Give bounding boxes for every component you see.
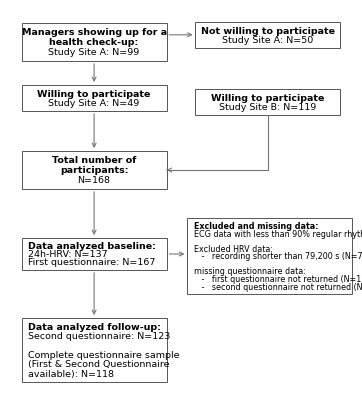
Text: -   first questionnaire not returned (N=1): - first questionnaire not returned (N=1) <box>194 275 362 284</box>
Text: participants:: participants: <box>60 166 129 175</box>
Text: Excluded and missing data:: Excluded and missing data: <box>194 222 318 231</box>
Text: Study Site A: N=49: Study Site A: N=49 <box>49 99 140 108</box>
Text: Complete questionnaire sample: Complete questionnaire sample <box>28 351 180 360</box>
Text: missing questionnaire data:: missing questionnaire data: <box>194 268 306 276</box>
Text: Data analyzed follow-up:: Data analyzed follow-up: <box>28 323 161 332</box>
Text: 24h-HRV: N=137: 24h-HRV: N=137 <box>28 250 108 259</box>
FancyBboxPatch shape <box>195 22 340 48</box>
FancyBboxPatch shape <box>22 151 167 189</box>
Text: health check-up:: health check-up: <box>50 38 139 47</box>
Text: available): N=118: available): N=118 <box>28 370 114 379</box>
Text: Managers showing up for a: Managers showing up for a <box>22 28 167 37</box>
Text: First questionnaire: N=167: First questionnaire: N=167 <box>28 258 156 267</box>
FancyBboxPatch shape <box>22 23 167 61</box>
FancyBboxPatch shape <box>22 318 167 382</box>
Text: Willing to participate: Willing to participate <box>211 94 325 103</box>
Text: Willing to participate: Willing to participate <box>37 90 151 99</box>
Text: Second questionnaire: N=123: Second questionnaire: N=123 <box>28 332 171 341</box>
Text: -   recording shorter than 79,200 s (N=7): - recording shorter than 79,200 s (N=7) <box>194 252 362 261</box>
Text: Study Site B: N=119: Study Site B: N=119 <box>219 103 316 112</box>
FancyBboxPatch shape <box>22 85 167 111</box>
Text: ECG data with less than 90% regular rhythm (N=17): ECG data with less than 90% regular rhyt… <box>194 230 362 239</box>
Text: -   second questionnaire not returned (N=45): - second questionnaire not returned (N=4… <box>194 282 362 292</box>
FancyBboxPatch shape <box>195 89 340 115</box>
Text: Total number of: Total number of <box>52 156 136 165</box>
FancyBboxPatch shape <box>188 218 352 294</box>
Text: Not willing to participate: Not willing to participate <box>201 26 335 36</box>
Text: (First & Second Questionnaire: (First & Second Questionnaire <box>28 360 170 369</box>
Text: Data analyzed baseline:: Data analyzed baseline: <box>28 242 156 251</box>
Text: Study Site A: N=99: Study Site A: N=99 <box>49 48 140 57</box>
FancyBboxPatch shape <box>22 238 167 270</box>
Text: N=168: N=168 <box>77 176 111 185</box>
Text: Excluded HRV data:: Excluded HRV data: <box>194 245 273 254</box>
Text: Study Site A: N=50: Study Site A: N=50 <box>222 36 313 44</box>
